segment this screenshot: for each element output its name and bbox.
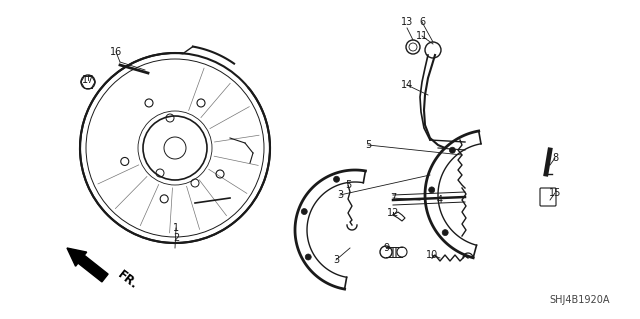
Circle shape bbox=[305, 254, 311, 260]
Text: 4: 4 bbox=[437, 195, 443, 205]
Text: 16: 16 bbox=[110, 47, 122, 57]
Text: SHJ4B1920A: SHJ4B1920A bbox=[550, 295, 611, 305]
Text: 14: 14 bbox=[401, 80, 413, 90]
Text: 5: 5 bbox=[345, 180, 351, 190]
Text: 1: 1 bbox=[173, 223, 179, 233]
Text: 3: 3 bbox=[337, 190, 343, 200]
Text: 15: 15 bbox=[549, 188, 561, 198]
Text: 2: 2 bbox=[173, 233, 179, 243]
Circle shape bbox=[301, 209, 307, 215]
Text: 9: 9 bbox=[383, 243, 389, 253]
Text: 5: 5 bbox=[365, 140, 371, 150]
Text: FR.: FR. bbox=[115, 268, 140, 292]
Text: 7: 7 bbox=[390, 193, 396, 203]
Text: 17: 17 bbox=[82, 75, 94, 85]
Text: 8: 8 bbox=[552, 153, 558, 163]
Circle shape bbox=[429, 187, 435, 193]
Circle shape bbox=[449, 147, 456, 153]
Circle shape bbox=[333, 176, 340, 182]
Circle shape bbox=[442, 230, 448, 236]
FancyArrow shape bbox=[67, 248, 108, 282]
Text: 10: 10 bbox=[426, 250, 438, 260]
Text: 12: 12 bbox=[387, 208, 399, 218]
Text: 3: 3 bbox=[333, 255, 339, 265]
Text: 13: 13 bbox=[401, 17, 413, 27]
Text: 6: 6 bbox=[419, 17, 425, 27]
Text: 11: 11 bbox=[416, 31, 428, 41]
